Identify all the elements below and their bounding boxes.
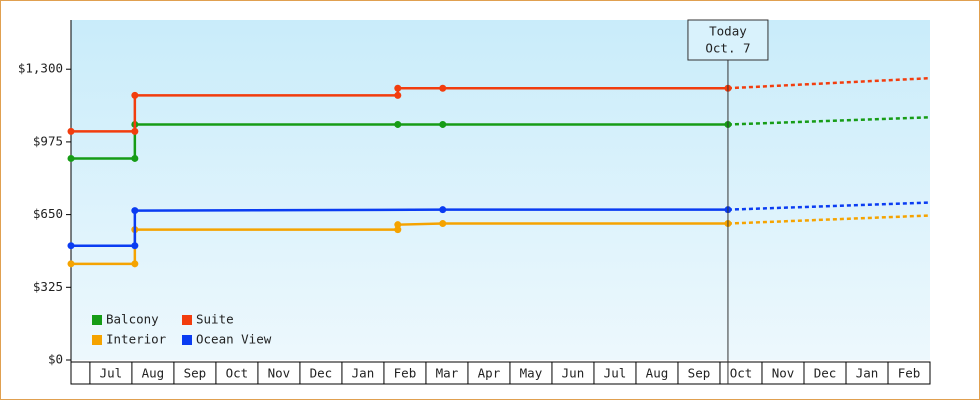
x-axis-band bbox=[70, 361, 931, 385]
x-tick-label: Jul bbox=[100, 366, 123, 381]
price-point bbox=[394, 91, 402, 99]
x-tick-label: Feb bbox=[898, 366, 921, 381]
price-point bbox=[131, 154, 139, 162]
x-tick-label: Jun bbox=[562, 366, 585, 381]
x-tick-label: Dec bbox=[814, 366, 837, 381]
legend-label: Ocean View bbox=[196, 332, 272, 347]
price-point bbox=[394, 84, 402, 92]
forecast-line bbox=[727, 201, 931, 211]
x-tick-label: Nov bbox=[772, 366, 795, 381]
x-tick-label: Jan bbox=[352, 366, 375, 381]
price-point bbox=[439, 206, 447, 214]
forecast-line bbox=[727, 214, 931, 225]
y-tick-label: $325 bbox=[33, 279, 63, 294]
legend-swatch bbox=[92, 335, 102, 345]
price-point bbox=[394, 226, 402, 234]
forecast-line bbox=[727, 76, 931, 90]
price-point bbox=[439, 84, 447, 92]
price-line bbox=[71, 123, 728, 160]
y-tick-label: $650 bbox=[33, 206, 63, 221]
legend-swatch bbox=[92, 315, 102, 325]
y-tick-label: $975 bbox=[33, 133, 63, 148]
price-point bbox=[131, 207, 139, 215]
price-point bbox=[67, 260, 75, 268]
today-label: Today bbox=[709, 24, 747, 39]
legend-label: Balcony bbox=[106, 312, 159, 327]
price-point bbox=[67, 127, 75, 135]
price-point bbox=[131, 260, 139, 268]
legend-label: Suite bbox=[196, 312, 234, 327]
price-point bbox=[394, 120, 402, 128]
x-tick-label: Sep bbox=[688, 366, 711, 381]
x-tick-label: Oct bbox=[226, 366, 249, 381]
x-tick-label: Feb bbox=[394, 366, 417, 381]
x-tick-label: Jul bbox=[604, 366, 627, 381]
price-point bbox=[131, 242, 139, 250]
x-tick-label: Aug bbox=[142, 366, 165, 381]
price-point bbox=[394, 221, 402, 229]
legend-swatch bbox=[182, 315, 192, 325]
today-box bbox=[687, 19, 769, 61]
price-point bbox=[131, 127, 139, 135]
x-tick-label: Mar bbox=[436, 366, 459, 381]
price-point bbox=[131, 91, 139, 99]
legend-label: Interior bbox=[106, 332, 167, 347]
y-tick-label: $1,300 bbox=[18, 61, 63, 76]
x-tick-label: Sep bbox=[184, 366, 207, 381]
today-date: Oct. 7 bbox=[705, 41, 750, 56]
price-point bbox=[67, 242, 75, 250]
y-tick-label: $0 bbox=[48, 352, 63, 367]
x-tick-label: Apr bbox=[478, 366, 501, 381]
price-point bbox=[439, 120, 447, 128]
x-tick-label: Nov bbox=[268, 366, 291, 381]
x-tick-label: Dec bbox=[310, 366, 333, 381]
price-point bbox=[67, 154, 75, 162]
forecast-line bbox=[727, 116, 931, 126]
plot-area bbox=[71, 20, 930, 360]
price-point bbox=[439, 220, 447, 228]
x-tick-label: Aug bbox=[646, 366, 669, 381]
x-tick-label: Jan bbox=[856, 366, 879, 381]
x-tick-label: May bbox=[520, 366, 543, 381]
legend-swatch bbox=[182, 335, 192, 345]
x-tick-label: Oct bbox=[730, 366, 753, 381]
